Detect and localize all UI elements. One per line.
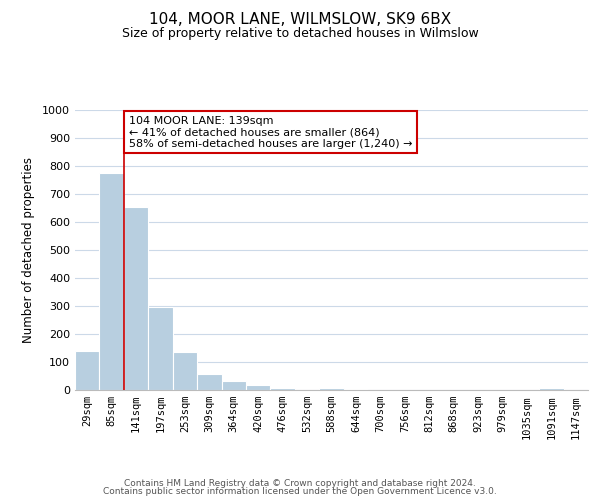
Bar: [246, 385, 271, 390]
Bar: [100, 173, 124, 390]
Bar: [539, 388, 563, 390]
Text: 104, MOOR LANE, WILMSLOW, SK9 6BX: 104, MOOR LANE, WILMSLOW, SK9 6BX: [149, 12, 451, 28]
Bar: [75, 351, 100, 390]
Bar: [221, 381, 246, 390]
Bar: [173, 352, 197, 390]
Bar: [124, 206, 148, 390]
Bar: [148, 308, 173, 390]
Y-axis label: Number of detached properties: Number of detached properties: [22, 157, 35, 343]
Bar: [344, 389, 368, 390]
Text: Size of property relative to detached houses in Wilmslow: Size of property relative to detached ho…: [122, 28, 478, 40]
Bar: [319, 388, 344, 390]
Text: Contains public sector information licensed under the Open Government Licence v3: Contains public sector information licen…: [103, 487, 497, 496]
Text: Contains HM Land Registry data © Crown copyright and database right 2024.: Contains HM Land Registry data © Crown c…: [124, 478, 476, 488]
Text: 104 MOOR LANE: 139sqm
← 41% of detached houses are smaller (864)
58% of semi-det: 104 MOOR LANE: 139sqm ← 41% of detached …: [129, 116, 412, 149]
Bar: [197, 374, 221, 390]
Bar: [271, 388, 295, 390]
